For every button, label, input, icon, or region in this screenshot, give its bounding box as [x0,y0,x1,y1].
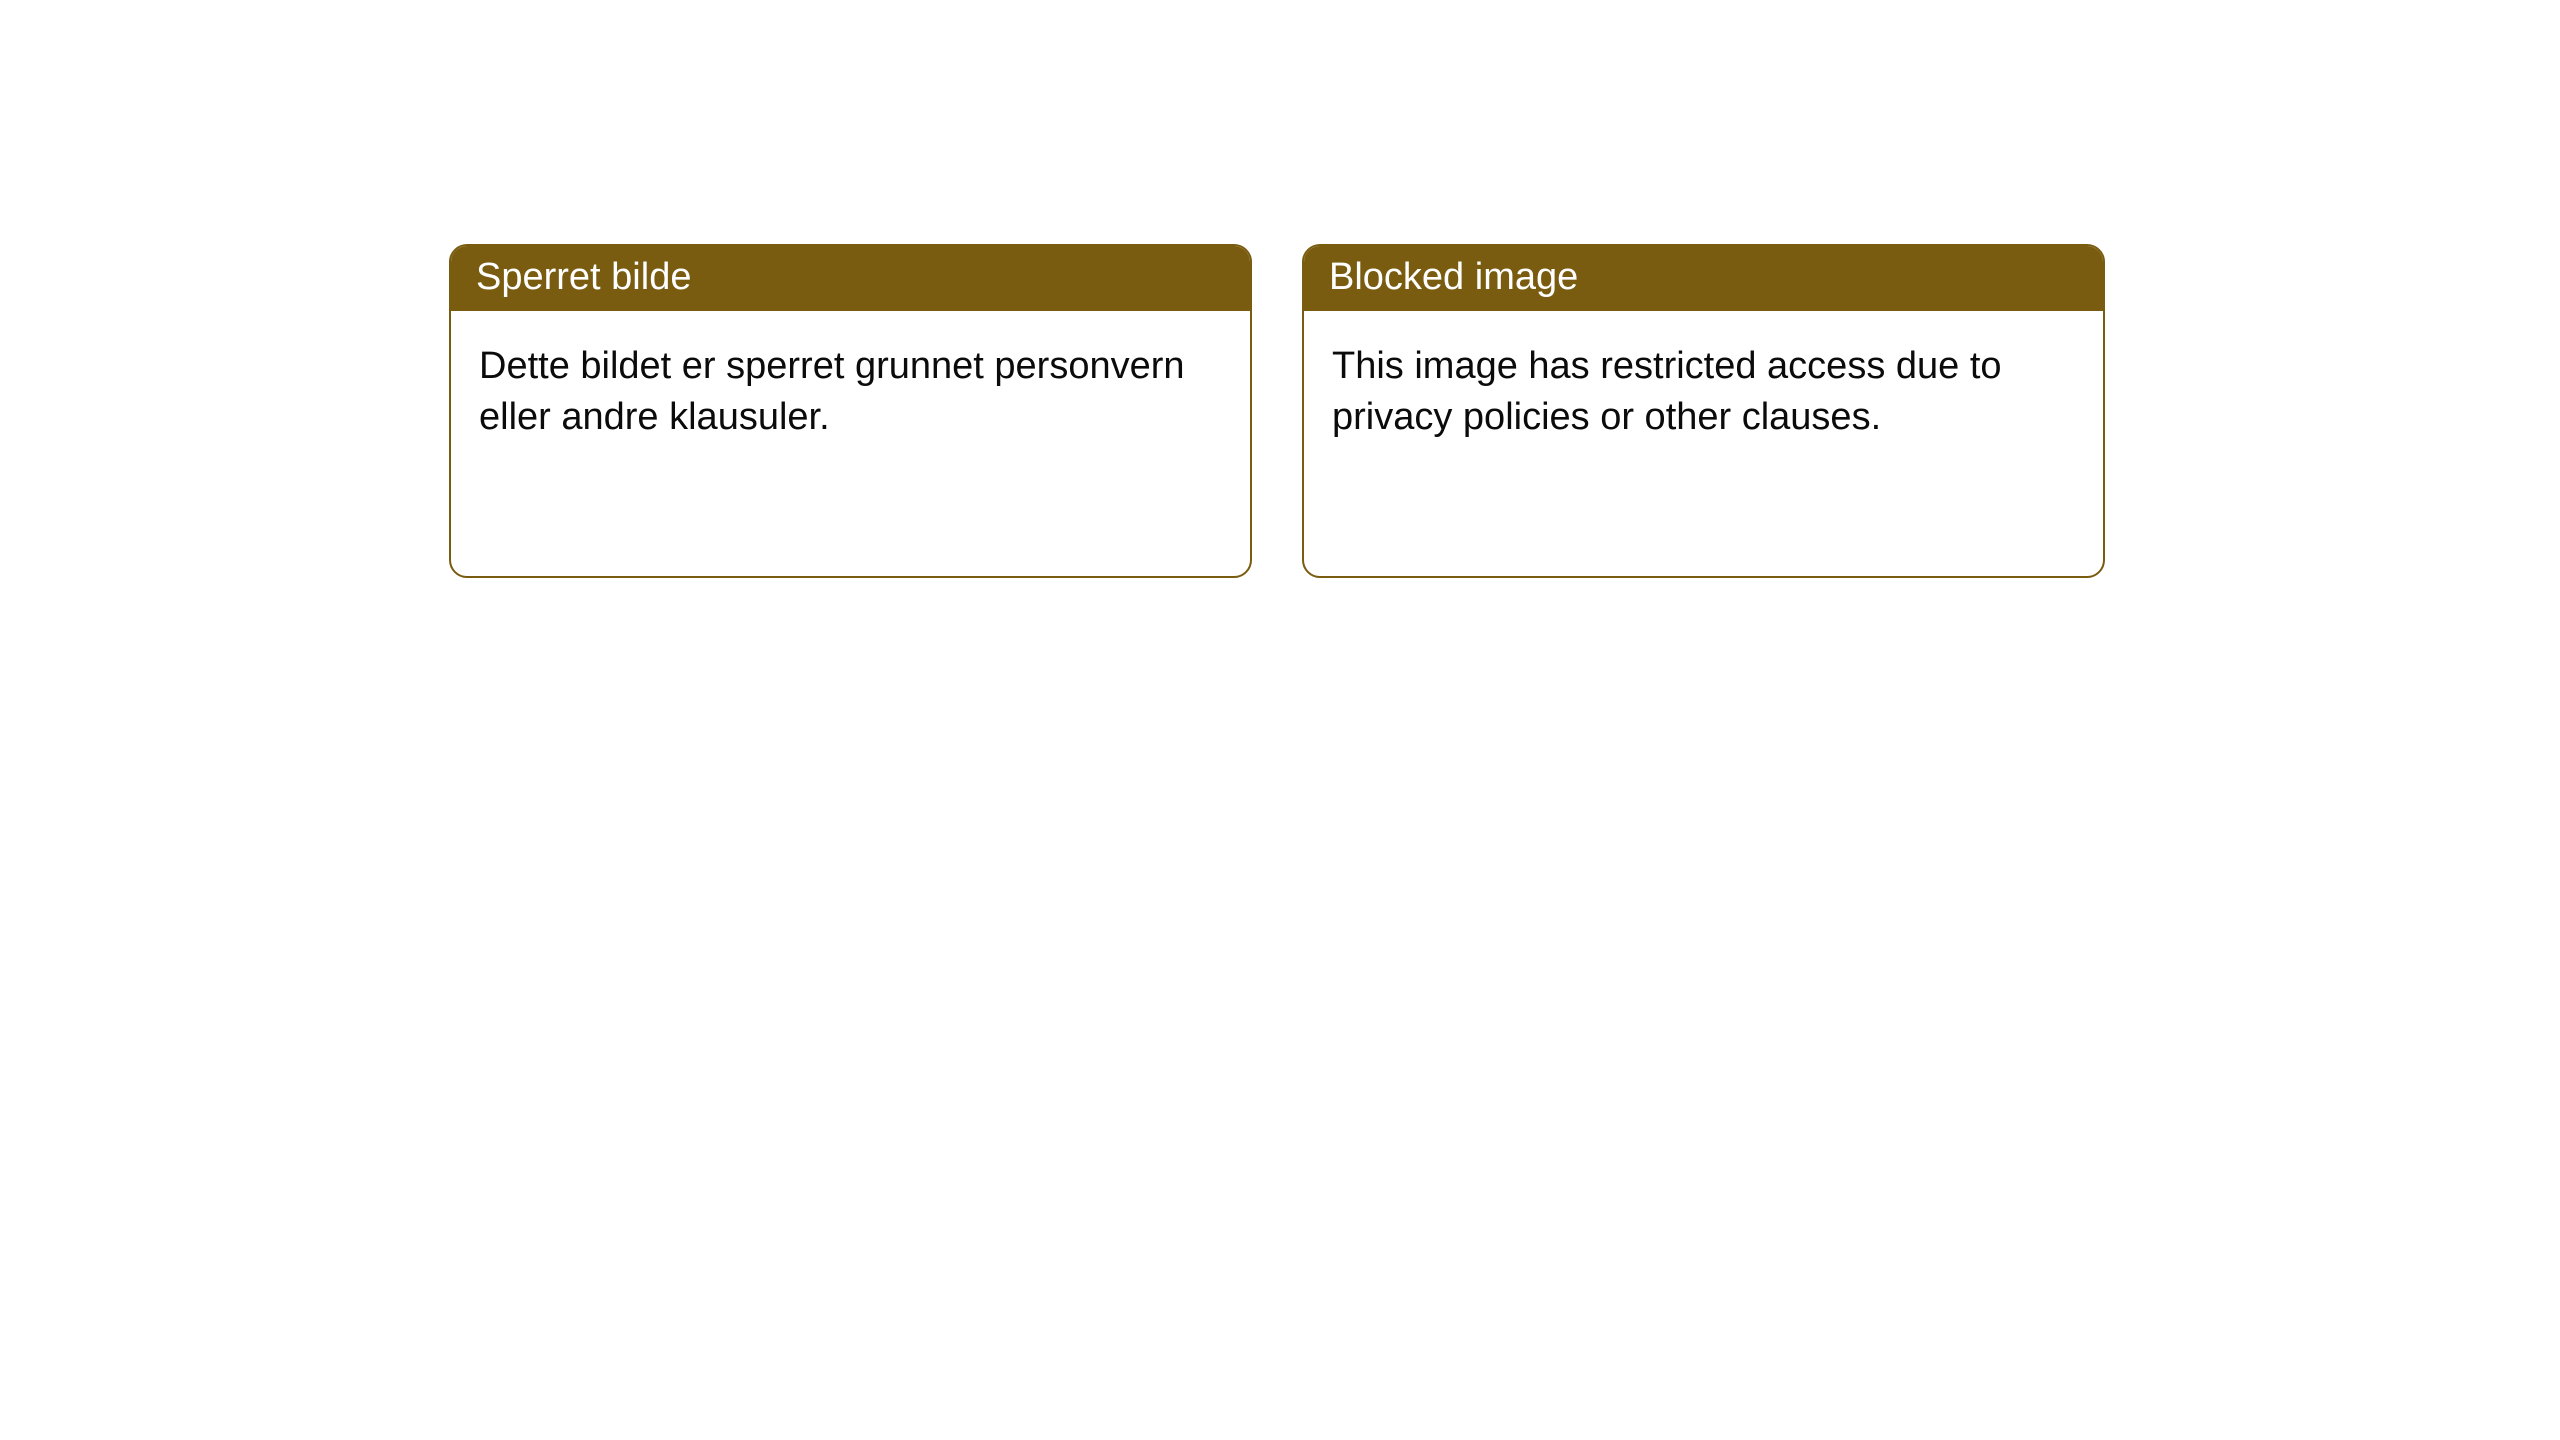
notice-card-title: Blocked image [1304,246,2103,311]
notice-card-en: Blocked image This image has restricted … [1302,244,2105,578]
notice-card-body: This image has restricted access due to … [1304,311,2103,474]
notice-card-body: Dette bildet er sperret grunnet personve… [451,311,1250,474]
notice-card-title: Sperret bilde [451,246,1250,311]
notice-container: Sperret bilde Dette bildet er sperret gr… [449,244,2105,578]
notice-card-no: Sperret bilde Dette bildet er sperret gr… [449,244,1252,578]
